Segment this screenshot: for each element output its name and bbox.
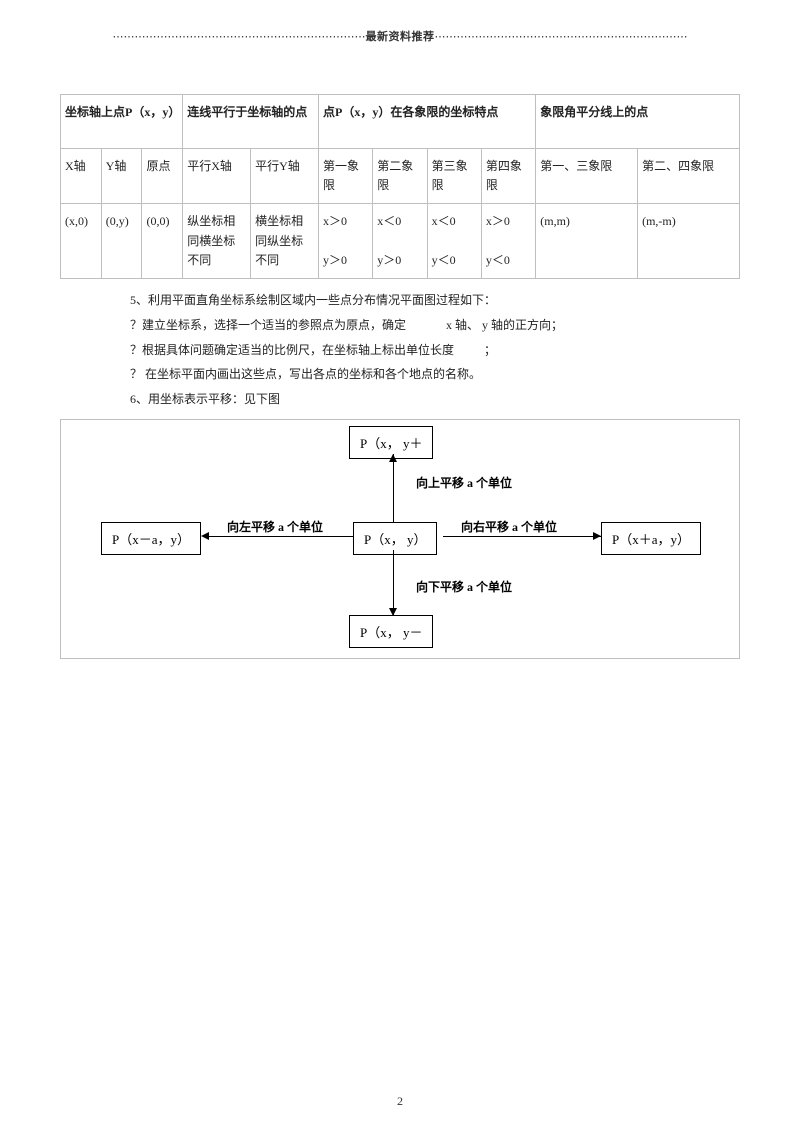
arrow-down-icon xyxy=(389,608,397,616)
table-cell: X轴 xyxy=(61,149,102,204)
page: ⋯⋯⋯⋯⋯⋯⋯⋯⋯⋯⋯⋯⋯⋯⋯⋯⋯⋯⋯⋯⋯⋯⋯最新资料推荐⋯⋯⋯⋯⋯⋯⋯⋯⋯⋯⋯… xyxy=(0,0,800,1133)
table-cell: 第二象限 xyxy=(373,149,427,204)
page-number: 2 xyxy=(0,1094,800,1109)
node-right: P（x＋a，y） xyxy=(601,522,701,555)
table-cell: 第三象限 xyxy=(427,149,481,204)
paragraph: ？ 在坐标平面内画出这些点，写出各点的坐标和各个地点的名称。 xyxy=(130,363,740,386)
table-cell: 第一象限 xyxy=(318,149,372,204)
translation-diagram: P（x， y＋ P（x， y－ P（x－a，y） P（x＋a，y） P（x， y… xyxy=(60,419,740,659)
table-cell: 原点 xyxy=(142,149,183,204)
table-cell: (m,-m) xyxy=(638,204,740,279)
table-cell: (x,0) xyxy=(61,204,102,279)
table-row: X轴 Y轴 原点 平行X轴 平行Y轴 第一象限 第二象限 第三象限 第四象限 第… xyxy=(61,149,740,204)
edge-label-right: 向右平移 a 个单位 xyxy=(461,518,557,535)
edge-label-down: 向下平移 a 个单位 xyxy=(416,578,512,595)
table-cell: 纵坐标相同横坐标不同 xyxy=(183,204,251,279)
arrow-left-icon xyxy=(201,532,209,540)
table-cell: (0,0) xyxy=(142,204,183,279)
table-cell: x＞0y＜0 xyxy=(481,204,535,279)
node-left: P（x－a，y） xyxy=(101,522,201,555)
edge-line xyxy=(393,550,394,615)
table-cell: 第四象限 xyxy=(481,149,535,204)
table-cell: 第二、四象限 xyxy=(638,149,740,204)
edge-line xyxy=(393,454,394,522)
table-header-row: 坐标轴上点P（x，y） 连线平行于坐标轴的点 点P（x，y）在各象限的坐标特点 … xyxy=(61,95,740,149)
paragraph: 5、利用平面直角坐标系绘制区域内一些点分布情况平面图过程如下： xyxy=(130,289,740,312)
body-text: 5、利用平面直角坐标系绘制区域内一些点分布情况平面图过程如下： ？建立坐标系，选… xyxy=(60,289,740,411)
table-cell: 平行Y轴 xyxy=(251,149,319,204)
table-header-cell: 象限角平分线上的点 xyxy=(536,95,740,149)
arrow-right-icon xyxy=(593,532,601,540)
table-header-cell: 坐标轴上点P（x，y） xyxy=(61,95,183,149)
node-center: P（x， y） xyxy=(353,522,437,555)
coordinate-table: 坐标轴上点P（x，y） 连线平行于坐标轴的点 点P（x，y）在各象限的坐标特点 … xyxy=(60,94,740,279)
paragraph: ？根据具体问题确定适当的比例尺，在坐标轴上标出单位长度； xyxy=(130,339,740,362)
table-row: (x,0) (0,y) (0,0) 纵坐标相同横坐标不同 横坐标相同纵坐标不同 … xyxy=(61,204,740,279)
paragraph: ？建立坐标系，选择一个适当的参照点为原点，确定x 轴、 y 轴的正方向； xyxy=(130,314,740,337)
node-bottom: P（x， y－ xyxy=(349,615,433,648)
table-cell: Y轴 xyxy=(101,149,142,204)
page-header: ⋯⋯⋯⋯⋯⋯⋯⋯⋯⋯⋯⋯⋯⋯⋯⋯⋯⋯⋯⋯⋯⋯⋯最新资料推荐⋯⋯⋯⋯⋯⋯⋯⋯⋯⋯⋯… xyxy=(60,28,740,44)
table-cell: x＜0y＞0 xyxy=(373,204,427,279)
table-header-cell: 连线平行于坐标轴的点 xyxy=(183,95,319,149)
paragraph: 6、用坐标表示平移：见下图 xyxy=(130,388,740,411)
header-title: 最新资料推荐 xyxy=(366,31,435,43)
edge-line xyxy=(209,536,353,537)
table-cell: (0,y) xyxy=(101,204,142,279)
edge-label-left: 向左平移 a 个单位 xyxy=(227,518,323,535)
table-cell: 第一、三象限 xyxy=(536,149,638,204)
table-cell: x＞0y＞0 xyxy=(318,204,372,279)
table-cell: x＜0y＜0 xyxy=(427,204,481,279)
table-cell: (m,m) xyxy=(536,204,638,279)
table-cell: 平行X轴 xyxy=(183,149,251,204)
table-header-cell: 点P（x，y）在各象限的坐标特点 xyxy=(318,95,535,149)
table-cell: 横坐标相同纵坐标不同 xyxy=(251,204,319,279)
edge-line xyxy=(443,536,601,537)
edge-label-up: 向上平移 a 个单位 xyxy=(416,474,512,491)
arrow-up-icon xyxy=(389,454,397,462)
